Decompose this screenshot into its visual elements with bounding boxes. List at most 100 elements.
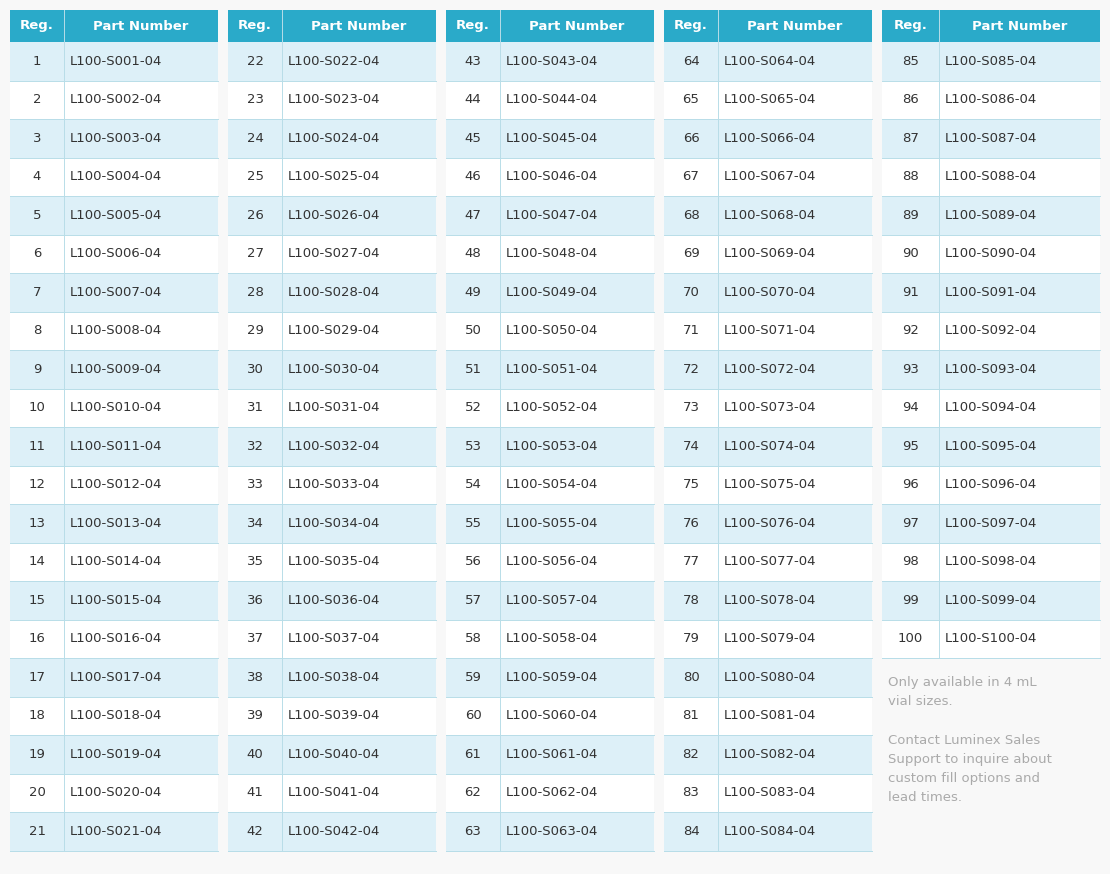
Bar [228, 80, 436, 119]
Text: 61: 61 [465, 748, 482, 760]
Text: 64: 64 [683, 55, 699, 68]
Text: 48: 48 [465, 247, 482, 260]
Text: 26: 26 [246, 209, 263, 222]
Text: L100-S019-04: L100-S019-04 [70, 748, 162, 760]
Bar [882, 42, 1100, 80]
Text: 88: 88 [902, 170, 919, 184]
Text: L100-S036-04: L100-S036-04 [289, 593, 381, 607]
Text: 8: 8 [33, 324, 41, 337]
Text: 94: 94 [902, 401, 919, 414]
Text: 16: 16 [29, 632, 46, 645]
Text: 82: 82 [683, 748, 699, 760]
Bar [882, 543, 1100, 581]
Text: 89: 89 [902, 209, 919, 222]
Text: L100-S050-04: L100-S050-04 [506, 324, 598, 337]
Text: L100-S053-04: L100-S053-04 [506, 440, 598, 453]
Text: 76: 76 [683, 517, 699, 530]
Text: 91: 91 [902, 286, 919, 299]
Bar [664, 735, 872, 773]
Text: L100-S045-04: L100-S045-04 [506, 132, 598, 145]
Bar [228, 311, 436, 350]
Text: L100-S026-04: L100-S026-04 [289, 209, 381, 222]
Text: 90: 90 [902, 247, 919, 260]
Text: L100-S040-04: L100-S040-04 [289, 748, 381, 760]
Bar [664, 311, 872, 350]
Bar [664, 119, 872, 157]
Text: L100-S067-04: L100-S067-04 [724, 170, 817, 184]
Text: Part Number: Part Number [311, 19, 406, 32]
Text: 84: 84 [683, 825, 699, 838]
Bar [10, 80, 218, 119]
Text: 46: 46 [465, 170, 482, 184]
Text: 22: 22 [246, 55, 263, 68]
Text: L100-S073-04: L100-S073-04 [724, 401, 817, 414]
Text: 98: 98 [902, 555, 919, 568]
Text: Part Number: Part Number [529, 19, 625, 32]
Text: 50: 50 [465, 324, 482, 337]
Text: L100-S008-04: L100-S008-04 [70, 324, 162, 337]
Text: Part Number: Part Number [93, 19, 189, 32]
Bar [882, 350, 1100, 389]
Bar [446, 504, 654, 543]
Text: 38: 38 [246, 670, 263, 683]
Text: L100-S097-04: L100-S097-04 [945, 517, 1037, 530]
Bar [228, 234, 436, 273]
Text: 39: 39 [246, 709, 263, 722]
Text: 73: 73 [683, 401, 699, 414]
Text: L100-S003-04: L100-S003-04 [70, 132, 162, 145]
Text: L100-S001-04: L100-S001-04 [70, 55, 162, 68]
Text: 93: 93 [902, 363, 919, 376]
Text: L100-S057-04: L100-S057-04 [506, 593, 598, 607]
Text: L100-S017-04: L100-S017-04 [70, 670, 162, 683]
Bar [228, 10, 436, 42]
Bar [882, 273, 1100, 311]
Bar [446, 697, 654, 735]
Bar [882, 311, 1100, 350]
Text: 7: 7 [33, 286, 41, 299]
Text: 52: 52 [465, 401, 482, 414]
Bar [446, 581, 654, 620]
Bar [228, 773, 436, 812]
Text: L100-S034-04: L100-S034-04 [289, 517, 381, 530]
Bar [664, 196, 872, 234]
Text: L100-S021-04: L100-S021-04 [70, 825, 162, 838]
Text: 70: 70 [683, 286, 699, 299]
Text: 30: 30 [246, 363, 263, 376]
Text: L100-S024-04: L100-S024-04 [289, 132, 381, 145]
Text: 11: 11 [29, 440, 46, 453]
Bar [882, 119, 1100, 157]
Bar [446, 157, 654, 196]
Bar [228, 543, 436, 581]
Text: 63: 63 [465, 825, 482, 838]
Bar [10, 773, 218, 812]
Text: L100-S042-04: L100-S042-04 [289, 825, 381, 838]
Bar [228, 273, 436, 311]
Text: L100-S080-04: L100-S080-04 [724, 670, 816, 683]
Bar [228, 42, 436, 80]
Text: L100-S056-04: L100-S056-04 [506, 555, 598, 568]
Text: 58: 58 [465, 632, 482, 645]
Text: 27: 27 [246, 247, 263, 260]
Text: L100-S035-04: L100-S035-04 [289, 555, 381, 568]
Bar [882, 10, 1100, 42]
Bar [664, 620, 872, 658]
Text: 87: 87 [902, 132, 919, 145]
Text: L100-S028-04: L100-S028-04 [289, 286, 381, 299]
Bar [446, 119, 654, 157]
Text: L100-S041-04: L100-S041-04 [289, 787, 381, 799]
Text: 49: 49 [465, 286, 482, 299]
Text: 41: 41 [246, 787, 263, 799]
Text: L100-S030-04: L100-S030-04 [289, 363, 381, 376]
Text: L100-S096-04: L100-S096-04 [945, 478, 1037, 491]
Text: 35: 35 [246, 555, 263, 568]
Bar [10, 10, 218, 42]
Text: L100-S031-04: L100-S031-04 [289, 401, 381, 414]
Text: L100-S002-04: L100-S002-04 [70, 94, 162, 107]
Text: 36: 36 [246, 593, 263, 607]
Text: 79: 79 [683, 632, 699, 645]
Text: L100-S079-04: L100-S079-04 [724, 632, 817, 645]
Bar [446, 543, 654, 581]
Text: 86: 86 [902, 94, 919, 107]
Bar [228, 658, 436, 697]
Text: 55: 55 [465, 517, 482, 530]
